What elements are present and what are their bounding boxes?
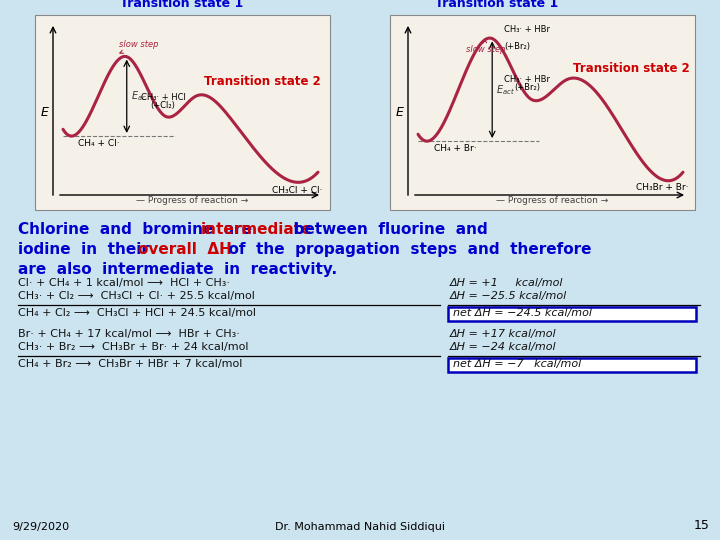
Text: Chlorine  and  bromine  are: Chlorine and bromine are [18, 222, 263, 237]
Text: slow step: slow step [119, 40, 158, 53]
Text: CH₃· + Cl₂ ⟶  CH₃Cl + Cl· + 25.5 kcal/mol: CH₃· + Cl₂ ⟶ CH₃Cl + Cl· + 25.5 kcal/mol [18, 291, 255, 301]
Text: Br· + CH₄ + 17 kcal/mol ⟶  HBr + CH₃·: Br· + CH₄ + 17 kcal/mol ⟶ HBr + CH₃· [18, 329, 240, 339]
Bar [448, 307, 696, 321]
Text: E: E [396, 105, 404, 118]
Text: (+Br₂): (+Br₂) [504, 42, 530, 51]
Bar [448, 358, 696, 372]
Text: (+Br₂): (+Br₂) [514, 83, 540, 92]
Text: $E_{act}$: $E_{act}$ [496, 83, 515, 97]
Text: E: E [41, 105, 49, 118]
Text: Cl· + CH₄ + 1 kcal/mol ⟶  HCl + CH₃·: Cl· + CH₄ + 1 kcal/mol ⟶ HCl + CH₃· [18, 278, 230, 288]
Text: Transition state 1: Transition state 1 [435, 0, 558, 10]
Text: 9/29/2020: 9/29/2020 [12, 522, 69, 532]
Text: CH₃· + HCl: CH₃· + HCl [140, 93, 186, 102]
Text: CH₄ + Br·: CH₄ + Br· [433, 144, 476, 153]
Text: overall  ΔH: overall ΔH [138, 242, 232, 257]
Text: ΔH = +1     kcal/mol: ΔH = +1 kcal/mol [450, 278, 564, 288]
Text: CH₄ + Cl·: CH₄ + Cl· [78, 139, 120, 148]
Bar [35, 15, 330, 210]
Bar [390, 15, 695, 210]
Text: ΔH = −24 kcal/mol: ΔH = −24 kcal/mol [450, 342, 557, 352]
Text: ΔH = +17 kcal/mol: ΔH = +17 kcal/mol [450, 329, 557, 339]
Text: CH₄ + Cl₂ ⟶  CH₃Cl + HCl + 24.5 kcal/mol: CH₄ + Cl₂ ⟶ CH₃Cl + HCl + 24.5 kcal/mol [18, 308, 256, 318]
Text: $E_{ac}$: $E_{ac}$ [131, 90, 147, 103]
Text: — Progress of reaction →: — Progress of reaction → [136, 196, 248, 205]
Text: — Progress of reaction →: — Progress of reaction → [496, 196, 608, 205]
Text: are  also  intermediate  in  reactivity.: are also intermediate in reactivity. [18, 262, 337, 277]
Text: between  fluorine  and: between fluorine and [283, 222, 487, 237]
Text: 15: 15 [694, 519, 710, 532]
Text: CH₃Cl + Cl·: CH₃Cl + Cl· [272, 186, 323, 195]
Text: Transition state 1: Transition state 1 [120, 0, 243, 10]
Text: CH₃· + HBr: CH₃· + HBr [504, 75, 550, 84]
Text: slow step: slow step [466, 39, 505, 54]
Text: net ΔH = −7   kcal/mol: net ΔH = −7 kcal/mol [453, 359, 581, 369]
Text: Dr. Mohammad Nahid Siddiqui: Dr. Mohammad Nahid Siddiqui [275, 522, 445, 532]
Text: iodine  in  their: iodine in their [18, 242, 159, 257]
Text: CH₃· + HBr: CH₃· + HBr [504, 24, 550, 33]
Text: Transition state 2: Transition state 2 [204, 75, 320, 89]
Text: (+Cl₂): (+Cl₂) [150, 101, 176, 110]
Text: net ΔH = −24.5 kcal/mol: net ΔH = −24.5 kcal/mol [453, 308, 592, 318]
Text: CH₃Br + Br·: CH₃Br + Br· [636, 184, 688, 192]
Text: CH₄ + Br₂ ⟶  CH₃Br + HBr + 7 kcal/mol: CH₄ + Br₂ ⟶ CH₃Br + HBr + 7 kcal/mol [18, 359, 243, 369]
Text: Transition state 2: Transition state 2 [573, 62, 690, 75]
Text: CH₃· + Br₂ ⟶  CH₃Br + Br· + 24 kcal/mol: CH₃· + Br₂ ⟶ CH₃Br + Br· + 24 kcal/mol [18, 342, 248, 352]
Text: of  the  propagation  steps  and  therefore: of the propagation steps and therefore [218, 242, 592, 257]
Text: ΔH = −25.5 kcal/mol: ΔH = −25.5 kcal/mol [450, 291, 567, 301]
Text: intermediate: intermediate [201, 222, 312, 237]
